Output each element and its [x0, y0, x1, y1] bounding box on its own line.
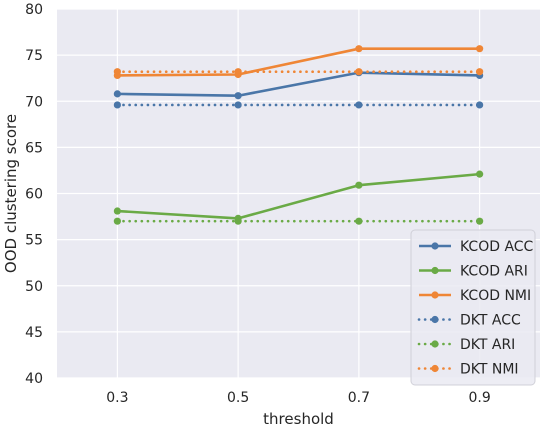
- x-tick-label: 0.3: [106, 390, 128, 406]
- data-point-kcod-ari: [476, 170, 484, 178]
- data-point-kcod-nmi: [355, 45, 363, 53]
- x-tick-label: 0.9: [468, 390, 490, 406]
- legend-label-dkt-ari: DKT ARI: [460, 337, 515, 353]
- y-tick-label: 55: [25, 233, 43, 249]
- x-tick-label: 0.7: [348, 390, 370, 406]
- y-tick-label: 45: [25, 325, 43, 341]
- legend-marker-dkt-acc: [431, 315, 439, 324]
- y-tick-label: 65: [25, 140, 43, 156]
- x-axis-label: threshold: [263, 410, 334, 428]
- y-tick-label: 75: [25, 48, 43, 64]
- legend: KCOD ACC KCOD ARI KCOD NMI DKT ACC DKT ARI DK…: [410, 229, 536, 386]
- y-tick-label: 80: [25, 2, 43, 18]
- series-line-kcod-acc: [117, 71, 480, 98]
- data-point-kcod-ari: [113, 207, 121, 215]
- series-line-kcod-ari: [117, 172, 480, 220]
- data-point-dkt-acc: [355, 101, 363, 109]
- data-point-kcod-nmi: [476, 45, 484, 53]
- legend-marker-kcod-nmi: [431, 291, 439, 299]
- legend-label-kcod-ari: KCOD ARI: [460, 264, 528, 280]
- legend-box: [410, 229, 536, 386]
- legend-label-dkt-nmi: DKT NMI: [460, 362, 519, 378]
- x-tick-label: 0.5: [227, 390, 249, 406]
- tick-labels: 40 45 50 55 60 65 70 75 80 0.3 0.5 0.7 0.9: [25, 2, 491, 406]
- y-axis-label: OOD clustering score: [2, 114, 20, 273]
- data-point-dkt-nmi: [113, 68, 121, 76]
- data-point-dkt-acc: [234, 101, 242, 109]
- data-point-dkt-ari: [476, 217, 484, 225]
- data-point-kcod-acc: [234, 92, 242, 100]
- data-point-dkt-nmi: [355, 68, 363, 76]
- data-point-dkt-ari: [355, 217, 363, 225]
- y-tick-label: 50: [25, 279, 43, 295]
- legend-marker-kcod-ari: [431, 266, 439, 275]
- data-point-dkt-ari: [113, 217, 121, 225]
- legend-marker-dkt-ari: [431, 340, 439, 348]
- legend-label-dkt-acc: DKT ACC: [460, 313, 521, 329]
- data-point-dkt-acc: [476, 101, 484, 109]
- data-point-kcod-acc: [113, 90, 121, 98]
- data-point-kcod-ari: [355, 181, 363, 189]
- y-tick-label: 60: [25, 187, 43, 203]
- data-point-dkt-acc: [113, 101, 121, 109]
- data-point-dkt-nmi: [476, 68, 484, 76]
- legend-marker-dkt-nmi: [431, 364, 439, 373]
- legend-marker-kcod-acc: [431, 242, 439, 250]
- data-point-dkt-ari: [234, 217, 242, 225]
- series-line-kcod-nmi: [117, 47, 480, 77]
- grid: [57, 8, 540, 379]
- y-tick-label: 70: [25, 94, 43, 110]
- y-tick-label: 40: [25, 371, 43, 387]
- data-point-dkt-nmi: [234, 68, 242, 76]
- legend-label-kcod-acc: KCOD ACC: [460, 239, 534, 255]
- series-layer: [113, 45, 484, 225]
- legend-label-kcod-nmi: KCOD NMI: [460, 288, 531, 304]
